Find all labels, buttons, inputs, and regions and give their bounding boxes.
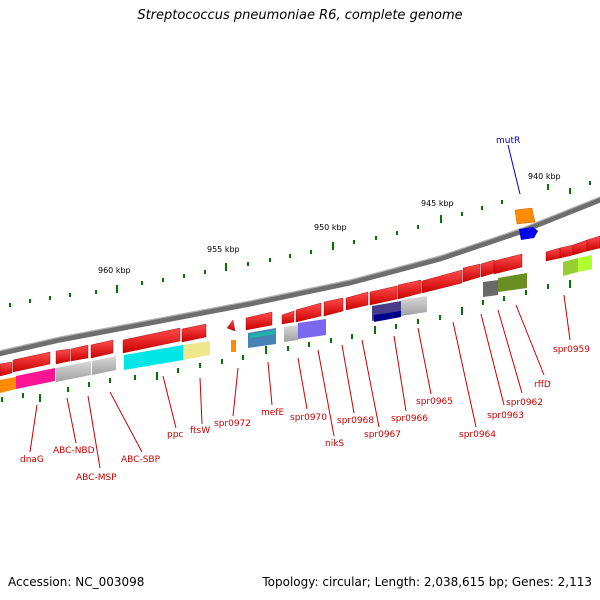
- gene-label-spr0965: spr0965: [416, 397, 453, 407]
- cds-arrow-12[interactable]: [480, 259, 495, 278]
- cds-arrow-6[interactable]: [323, 297, 344, 317]
- gene-label-spr0963: spr0963: [487, 411, 524, 421]
- cds-arrow-11[interactable]: [462, 263, 481, 283]
- cds-arrow-13[interactable]: [493, 253, 523, 275]
- feature-spr0972[interactable]: [231, 340, 236, 352]
- gene-label-rffD: rffD: [534, 380, 551, 390]
- map-title: Streptococcus pneumoniae R6, complete ge…: [137, 8, 463, 23]
- gene-label-spr0967: spr0967: [364, 430, 401, 440]
- scale-label-940: 940 kbp: [528, 172, 561, 181]
- feature-spr0959[interactable]: [563, 258, 578, 276]
- scale-label-960: 960 kbp: [98, 266, 131, 275]
- feature-ABC-SBP[interactable]: [124, 345, 183, 370]
- outer-scale-ticks: [9, 181, 591, 307]
- feature-mefE-band: [250, 330, 276, 338]
- feature-ABC-NBD[interactable]: [56, 361, 91, 382]
- scale-label-950: 950 kbp: [314, 223, 347, 232]
- gene-label-mutR: mutR: [496, 136, 520, 146]
- gene-label-nikS: nikS: [325, 439, 344, 449]
- gene-label-ftsW: ftsW: [190, 426, 210, 436]
- cds-arrow-16[interactable]: [572, 239, 588, 256]
- cds-arrow-9[interactable]: [397, 279, 422, 300]
- gene-mutR-feature[interactable]: [514, 207, 536, 225]
- reverse-feature-row: [0, 255, 592, 393]
- gene-label-ABC-NBD: ABC-NBD: [53, 446, 95, 456]
- gene-label-spr0962: spr0962: [506, 398, 543, 408]
- cds-arrow-ppc[interactable]: [122, 327, 181, 354]
- gene-label-ABC-SBP: ABC-SBP: [121, 455, 161, 465]
- cds-arrow-spr0972[interactable]: [226, 319, 236, 332]
- cds-arrow-2[interactable]: [70, 344, 89, 362]
- gene-label-mefE: mefE: [261, 408, 284, 418]
- cds-arrow-15[interactable]: [559, 244, 574, 259]
- reverse-gene-labels: dnaG ABC-NBD ABC-MSP ABC-SBP ppc ftsW sp…: [20, 345, 590, 483]
- cds-arrow-mefE[interactable]: [245, 311, 273, 331]
- forward-genes: [514, 207, 538, 240]
- gene-mutR-cds[interactable]: [519, 227, 538, 240]
- feature-spr0966-band: [374, 311, 401, 322]
- feature-ppc[interactable]: [183, 341, 210, 360]
- cds-arrow-0[interactable]: [0, 361, 13, 377]
- gene-label-spr0968: spr0968: [337, 416, 374, 426]
- scale-label-955: 955 kbp: [207, 245, 240, 254]
- gene-label-spr0959: spr0959: [553, 345, 590, 355]
- cds-arrow-1[interactable]: [55, 348, 71, 365]
- cds-arrow-4[interactable]: [281, 310, 295, 325]
- gene-label-spr0972: spr0972: [214, 419, 251, 429]
- feature-spr0962[interactable]: [498, 273, 527, 292]
- feature-ABC-MSP[interactable]: [92, 356, 116, 375]
- mutR-connector: [507, 144, 521, 195]
- gene-label-ppc: ppc: [167, 430, 183, 440]
- gene-label-spr0964: spr0964: [459, 430, 496, 440]
- feature-dnaG[interactable]: [16, 368, 55, 389]
- cds-arrow-3[interactable]: [90, 339, 114, 359]
- genome-backbone: [0, 197, 600, 357]
- inner-scale-ticks: [1, 280, 571, 402]
- gene-label-dnaG: dnaG: [20, 455, 44, 465]
- feature-spr0959b[interactable]: [578, 255, 592, 272]
- feature-spr0963[interactable]: [483, 280, 498, 297]
- cds-arrow-8[interactable]: [369, 285, 398, 306]
- feature-nikS[interactable]: [298, 319, 326, 339]
- cds-arrow-10[interactable]: [421, 269, 463, 294]
- topology-label: Topology: circular; Length: 2,038,615 bp…: [262, 575, 592, 589]
- gene-label-spr0970: spr0970: [290, 413, 327, 423]
- cds-arrow-dnaG[interactable]: [12, 351, 51, 373]
- genome-backbone-highlight: [0, 196, 600, 352]
- cds-arrow-17[interactable]: [586, 235, 600, 252]
- cds-arrow-7[interactable]: [345, 291, 369, 311]
- cds-arrow-5[interactable]: [295, 302, 322, 323]
- reverse-cds-row: [0, 235, 600, 377]
- gene-label-spr0966: spr0966: [391, 414, 428, 424]
- scale-label-945: 945 kbp: [421, 199, 454, 208]
- feature-0[interactable]: [0, 377, 16, 393]
- cds-arrow-14[interactable]: [545, 247, 561, 262]
- cds-arrow-ftsW[interactable]: [181, 323, 207, 343]
- label-connectors: [29, 294, 571, 469]
- feature-spr0965[interactable]: [401, 296, 427, 316]
- gene-label-ABC-MSP: ABC-MSP: [76, 473, 117, 483]
- accession-label: Accession: NC_003098: [8, 575, 145, 589]
- feature-spr0970[interactable]: [284, 325, 298, 342]
